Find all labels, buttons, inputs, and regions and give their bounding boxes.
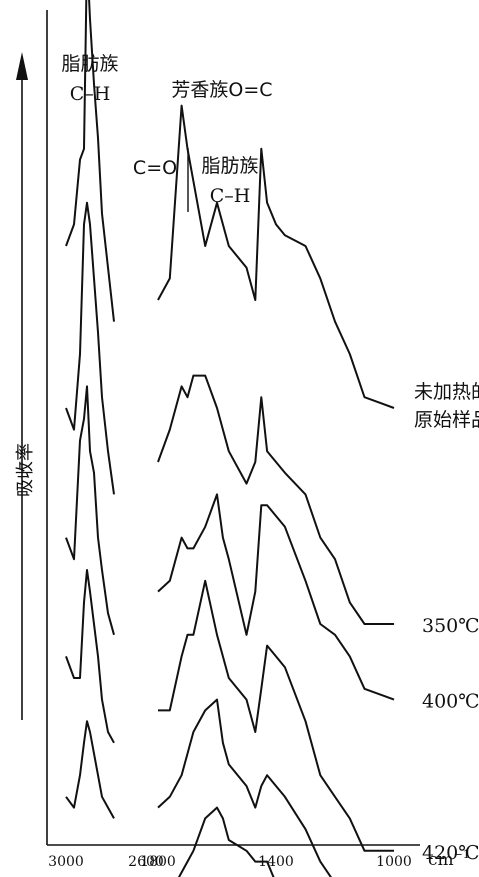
series-5-fingerprint-trace (177, 806, 275, 877)
series-2-ch-trace (65, 385, 115, 636)
peak-annotation-1-line1: 芳香族O=C (171, 79, 272, 101)
peak-annotation-3-line1: 脂肪族 (201, 155, 258, 177)
series-4-ch-trace (65, 720, 115, 819)
series-1-label: 350℃ (422, 615, 479, 637)
y-arrow-head-icon (16, 52, 28, 80)
series-0-label-line1: 未加热的 (414, 381, 479, 403)
x-tick-label-fp-0: 1800 (140, 854, 176, 870)
chart-marks (65, 0, 395, 877)
peak-annotation-0-line1: 脂肪族 (61, 53, 118, 75)
x-tick-label-fp-1: 1400 (258, 854, 294, 870)
series-3-ch-trace (65, 569, 115, 744)
series-3-label: 420℃ (422, 842, 479, 864)
peak-annotation-0-line2: C–H (70, 83, 111, 105)
series-1-fingerprint-trace (157, 374, 394, 625)
series-0-fingerprint-trace (157, 104, 395, 409)
x-axis-label: cm−1 (428, 848, 470, 870)
y-axis-label: 吸收率 (15, 443, 36, 497)
x-tick-label-ch-1: 2600 (128, 854, 164, 870)
series-0-ch-trace (65, 0, 115, 322)
peak-annotation-3-line2: C–H (210, 185, 251, 207)
chart-labels: 未加热的原始样品350℃400℃420℃450℃500℃300026001800… (48, 53, 479, 870)
series-0-label-line2: 原始样品 (414, 409, 479, 431)
series-2-fingerprint-trace (157, 493, 395, 701)
x-tick-label-ch-0: 3000 (48, 854, 84, 870)
peak-annotation-2-line1: C=O (133, 157, 177, 179)
series-2-label: 400℃ (422, 691, 479, 713)
x-tick-label-fp-2: 1000 (376, 854, 412, 870)
series-3-fingerprint-trace (158, 579, 394, 852)
series-1-ch-trace (65, 201, 115, 495)
series-4-fingerprint-trace (157, 698, 332, 877)
